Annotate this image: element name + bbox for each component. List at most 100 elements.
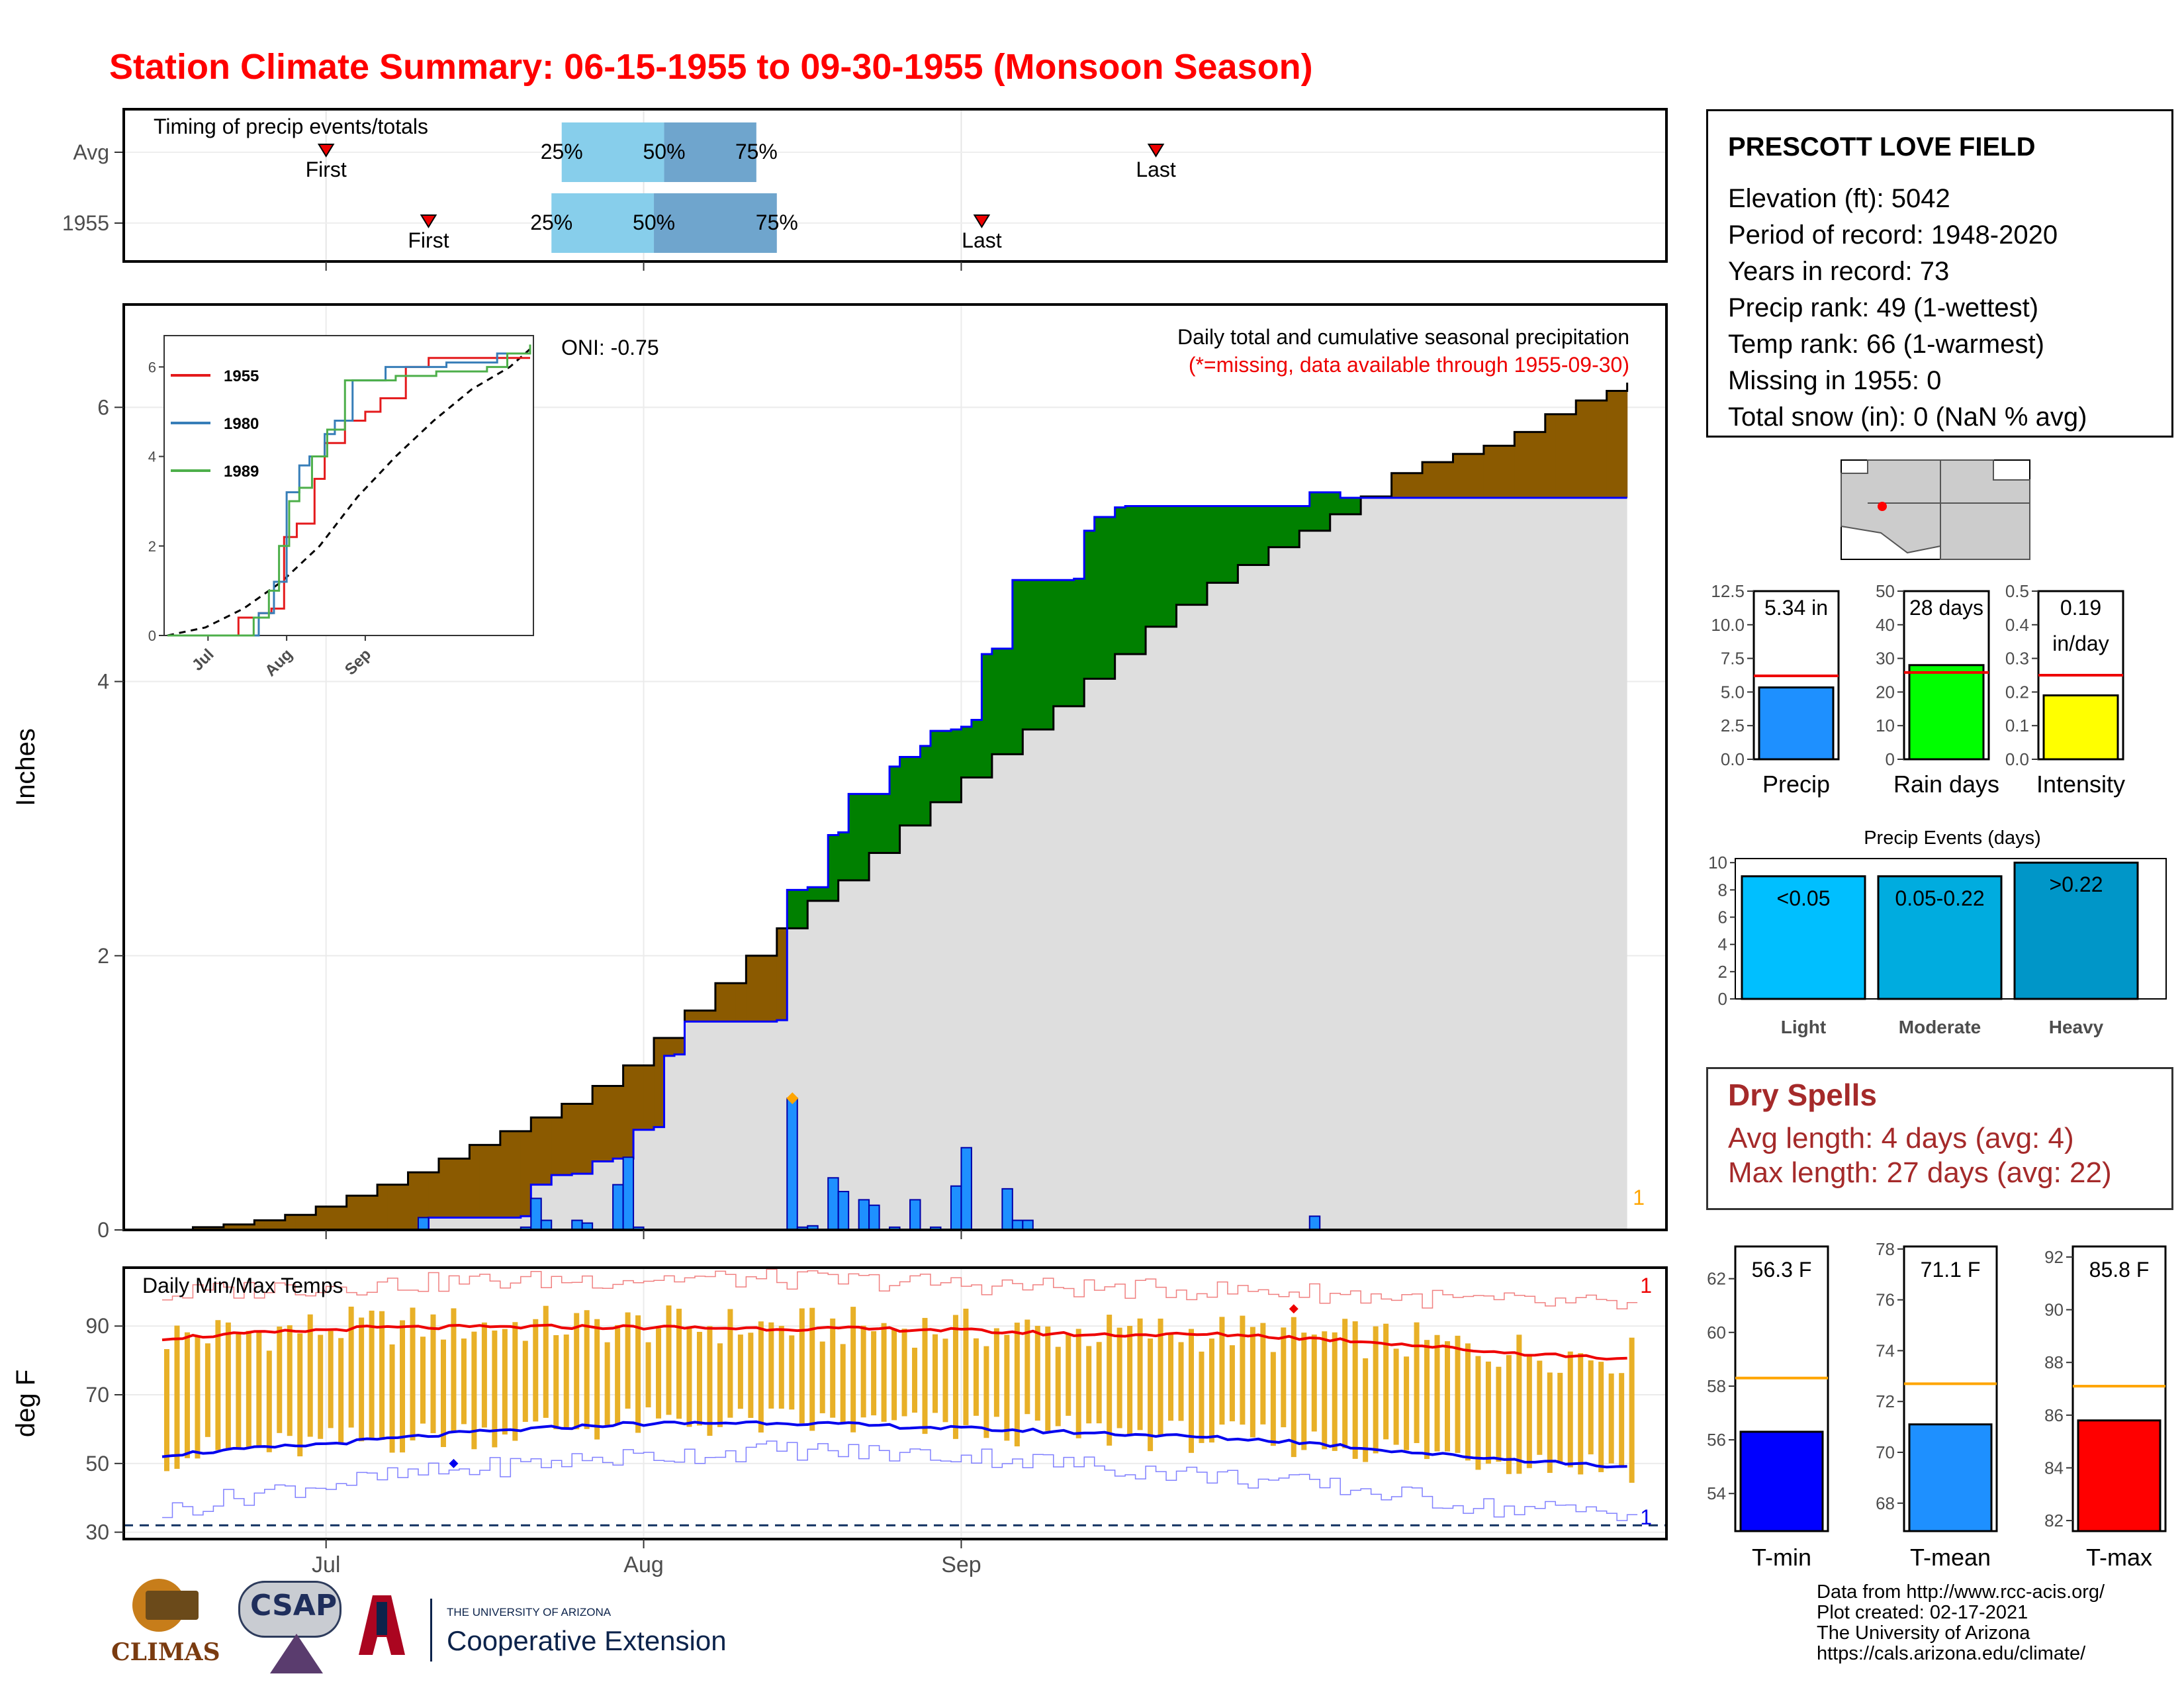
temp-daily-bar <box>676 1309 682 1419</box>
inset-series-line <box>167 344 531 637</box>
inset-legend-label: 1980 <box>224 415 259 433</box>
ua-big-text: Cooperative Extension <box>447 1625 727 1656</box>
temp-daily-bar <box>1383 1323 1389 1440</box>
precip-deficit-area <box>254 1220 265 1230</box>
precip-surplus-area <box>817 887 829 901</box>
inset-tick-label-y: 2 <box>148 538 156 555</box>
precip-daily-bar <box>1001 1188 1013 1231</box>
precip-deficit-area <box>725 983 737 1022</box>
events-tick-label: 2 <box>1718 962 1727 982</box>
temp-daily-bar <box>789 1335 795 1410</box>
precip-deficit-area <box>674 1038 686 1055</box>
timing-bar-q25-q50 <box>551 193 655 253</box>
temp-daily-bar <box>225 1322 231 1449</box>
temp-mean-t-min-tick-label: 62 <box>1707 1269 1726 1289</box>
temp-daily-bar <box>1107 1315 1113 1446</box>
precip-deficit-area <box>746 955 757 1022</box>
precip-deficit-area <box>326 1206 337 1230</box>
ua-small-text: THE UNIVERSITY OF ARIZONA <box>447 1606 612 1618</box>
timing-bar-q50-q75 <box>664 122 756 182</box>
precip-surplus-area <box>920 745 931 826</box>
precip-deficit-area <box>664 1038 675 1056</box>
events-tick-label: 6 <box>1718 908 1727 927</box>
precip-surplus-area <box>1320 492 1331 531</box>
precip-surplus-area <box>1217 506 1228 583</box>
temp-daily-bar <box>1250 1327 1255 1438</box>
temp-daily-bar <box>471 1331 477 1450</box>
precip-annotation-title: Daily total and cumulative seasonal prec… <box>1177 325 1629 349</box>
precip-deficit-area <box>654 1038 665 1127</box>
timing-label-75: 75% <box>756 211 798 234</box>
precip-annotation-missing: (*=missing, data available through 1955-… <box>1189 353 1629 377</box>
precip-deficit-area <box>398 1184 409 1230</box>
temp-daily-bar <box>830 1318 836 1418</box>
events-bar-label: 0.05-0.22 <box>1895 886 1984 910</box>
timing-marker-first <box>420 214 437 228</box>
temp-daily-bar <box>1547 1372 1553 1474</box>
temp-mean-panel-label: T-max <box>2086 1544 2152 1571</box>
temp-daily-bar <box>942 1338 948 1423</box>
precip-daily-bar <box>622 1156 635 1231</box>
precip-deficit-area <box>1453 453 1464 498</box>
precip-deficit-area <box>1504 445 1515 498</box>
temp-daily-bar <box>256 1330 262 1446</box>
precip-surplus-area <box>899 757 911 826</box>
precip-deficit-area <box>561 1103 572 1176</box>
timing-label-25: 25% <box>530 211 572 234</box>
precip-surplus-area <box>1043 580 1054 730</box>
precip-daily-bar <box>950 1185 962 1231</box>
season-rain-days-tick-label: 30 <box>1876 649 1895 669</box>
precip-surplus-area <box>1289 506 1300 547</box>
dry-spells-max: Max length: 27 days (avg: 22) <box>1728 1156 2112 1189</box>
temp-panel-frame <box>122 1266 1668 1540</box>
inset-legend-label: 1955 <box>224 367 259 385</box>
precip-deficit-area <box>613 1086 624 1159</box>
temp-daily-bar <box>901 1329 907 1417</box>
temp-daily-bar <box>1404 1356 1410 1450</box>
temp-daily-bar <box>164 1349 169 1472</box>
season-precip-tick-label: 12.5 <box>1711 581 1745 601</box>
temp-daily-bar <box>615 1325 621 1425</box>
precip-deficit-area <box>428 1172 439 1218</box>
climas-logo: CLIMAS <box>109 1579 220 1678</box>
precip-deficit-area <box>633 1065 645 1130</box>
precip-daily-bar <box>960 1147 972 1231</box>
temp-daily-bar <box>1075 1329 1081 1438</box>
temp-daily-bar <box>533 1319 539 1422</box>
temp-daily-bar <box>933 1334 938 1413</box>
temp-record-high-marker <box>1289 1304 1298 1314</box>
temp-daily-bar <box>871 1331 877 1416</box>
precip-deficit-area <box>1514 432 1525 498</box>
temp-daily-bar <box>1445 1341 1450 1452</box>
temp-daily-bar <box>574 1313 580 1430</box>
inset-legend-label: 1989 <box>224 463 259 481</box>
temp-mean-t-min-tick-label: 58 <box>1707 1376 1726 1396</box>
timing-label-first: First <box>408 228 449 252</box>
precip-deficit-area <box>541 1117 552 1185</box>
events-category-label: Moderate <box>1899 1017 1981 1037</box>
temp-daily-bar <box>195 1336 201 1459</box>
precip-surplus-area <box>828 835 839 901</box>
temp-daily-bar <box>891 1329 897 1421</box>
temp-mean-t-min-bar <box>1739 1430 1824 1532</box>
temp-tick-label-y: 30 <box>85 1521 109 1544</box>
timing-panel-bg <box>124 109 1666 261</box>
precip-deficit-area <box>1596 400 1608 498</box>
dry-spells-title: Dry Spells <box>1728 1078 1877 1112</box>
events-title: Precip Events (days) <box>1864 827 2041 849</box>
precip-surplus-area <box>1156 506 1167 627</box>
temp-mean-t-max-bar <box>2077 1419 2161 1532</box>
temp-daily-bar <box>819 1341 825 1413</box>
precip-deficit-area <box>418 1172 430 1230</box>
csap-logo: CSAP <box>230 1581 346 1680</box>
temp-daily-bar <box>287 1325 293 1436</box>
precip-deficit-area <box>1617 391 1628 498</box>
season-rain-days-tick-label: 40 <box>1876 615 1895 635</box>
precip-surplus-area <box>1064 580 1075 706</box>
precip-surplus-area <box>1258 506 1269 565</box>
temp-daily-bar <box>1270 1352 1276 1446</box>
precip-deficit-area <box>264 1220 275 1230</box>
temp-daily-bar <box>246 1331 251 1447</box>
temp-daily-bar <box>809 1307 815 1431</box>
temp-daily-bar <box>727 1309 733 1418</box>
